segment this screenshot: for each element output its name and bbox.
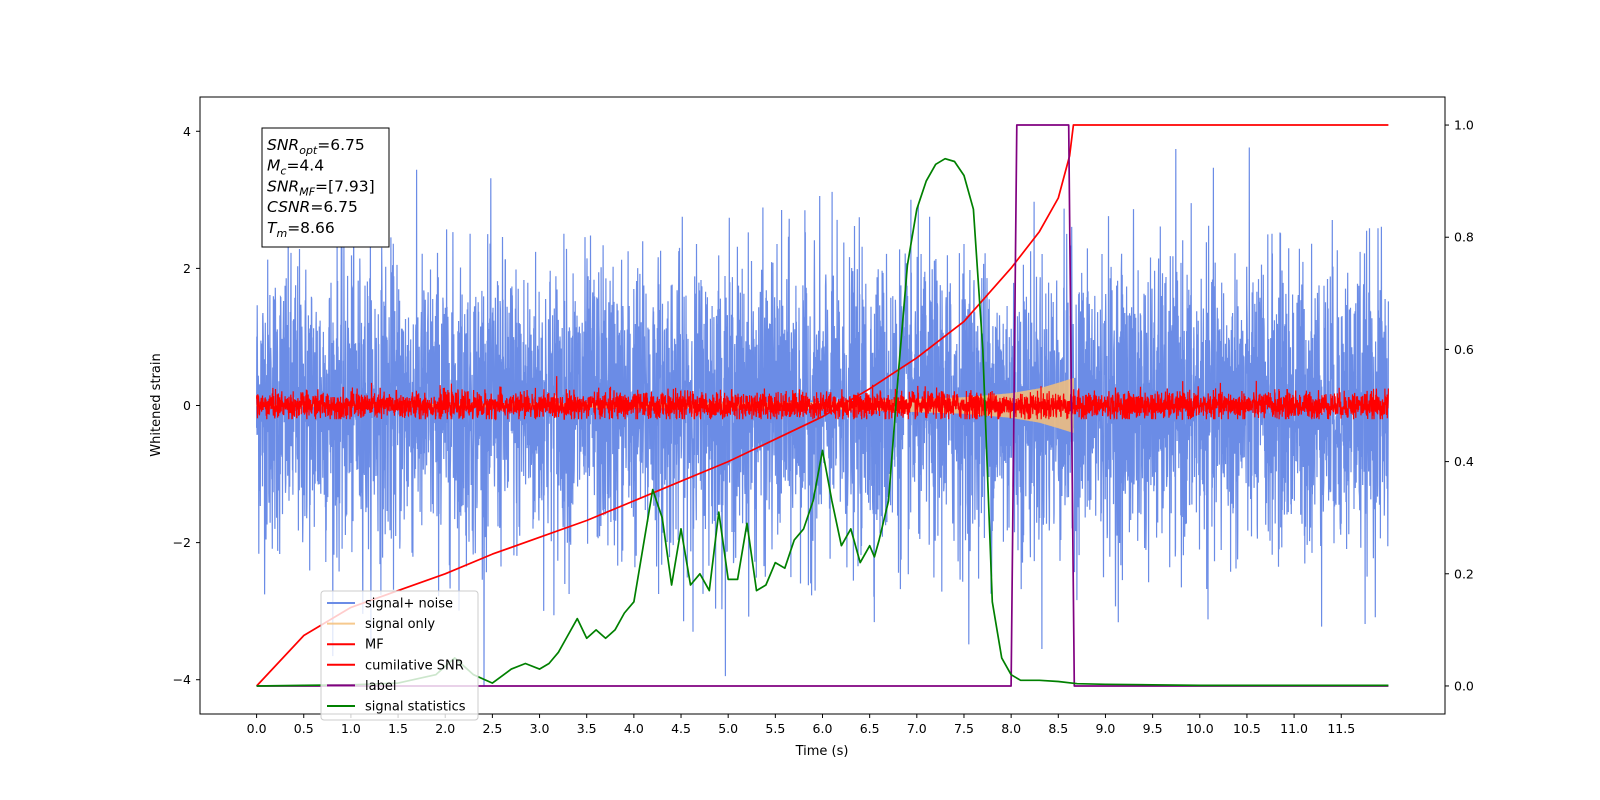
x-tick-label: 5.0 [718,721,738,736]
x-tick-label: 10.5 [1233,721,1261,736]
x-tick-label: 4.0 [624,721,644,736]
x-tick-label: 1.0 [341,721,361,736]
x-tick-label: 7.0 [907,721,927,736]
x-tick-label: 5.5 [765,721,785,736]
y-right-tick-label: 0.6 [1454,342,1474,357]
x-tick-label: 2.0 [435,721,455,736]
stats-box-frame [261,127,390,248]
series-line-4 [256,124,1389,687]
stats-line: Mc=4.4 [267,157,324,178]
y-axis-left: −4 −2 0 2 4 [173,124,200,687]
x-tick-label: 1.5 [388,721,408,736]
legend-label-4: label [365,679,396,694]
legend-label-1: signal only [365,617,435,632]
x-tick-label: 9.0 [1096,721,1116,736]
y-right-tick-label: 0.8 [1454,230,1474,245]
x-tick-label: 11.5 [1327,721,1355,736]
x-axis: 0.0 0.5 1.0 1.5 2.0 2.5 3.0 3.5 4.0 4.5 5.0 5.5 6.0 6… [247,714,1355,736]
y-axis-label: Whitened strain [149,353,164,456]
y-left-tick-label: 4 [183,124,191,139]
x-axis-label: Time (s) [795,744,849,759]
y-right-tick-label: 0.2 [1454,566,1474,581]
legend-label-3: cumilative SNR [365,658,464,673]
x-tick-label: 8.5 [1048,721,1068,736]
y-left-tick-label: 0 [183,398,191,413]
stats-line: SNRopt=6.75 [267,136,365,157]
x-tick-label: 9.5 [1143,721,1163,736]
legend-frame [320,590,479,721]
y-left-tick-label: −4 [173,672,191,687]
legend-label-5: signal statistics [365,700,466,715]
x-tick-label: 11.0 [1280,721,1308,736]
x-tick-label: 3.5 [577,721,597,736]
series-line-3 [255,124,1389,687]
x-tick-label: 10.0 [1186,721,1214,736]
series-layer [255,124,1389,687]
x-tick-label: 6.0 [813,721,833,736]
y-left-tick-label: 2 [183,261,191,276]
x-tick-label: 7.5 [954,721,974,736]
x-tick-label: 6.5 [860,721,880,736]
legend: signal+ noise signal only MF cumilative SNR… [320,590,479,721]
stats-line: Tm=8.66 [267,219,335,240]
stats-line: CSNR=6.75 [267,198,358,216]
y-right-tick-label: 0.0 [1454,678,1474,693]
x-tick-label: 0.5 [294,721,314,736]
stats-line: SNRMF=[7.93] [267,177,375,198]
x-tick-label: 8.0 [1001,721,1021,736]
x-tick-label: 0.0 [247,721,267,736]
x-tick-label: 2.5 [482,721,502,736]
y-axis-right: 0.0 0.2 0.4 0.6 0.8 1.0 [1445,118,1474,693]
x-tick-label: 3.0 [530,721,550,736]
series-line-2 [256,376,1389,421]
legend-label-2: MF [365,638,384,653]
y-right-tick-label: 0.4 [1454,454,1474,469]
series-line-5 [256,157,1389,687]
legend-label-0: signal+ noise [365,597,453,612]
y-left-tick-label: −2 [173,535,191,550]
y-right-tick-label: 1.0 [1454,118,1474,133]
x-tick-label: 4.5 [671,721,691,736]
